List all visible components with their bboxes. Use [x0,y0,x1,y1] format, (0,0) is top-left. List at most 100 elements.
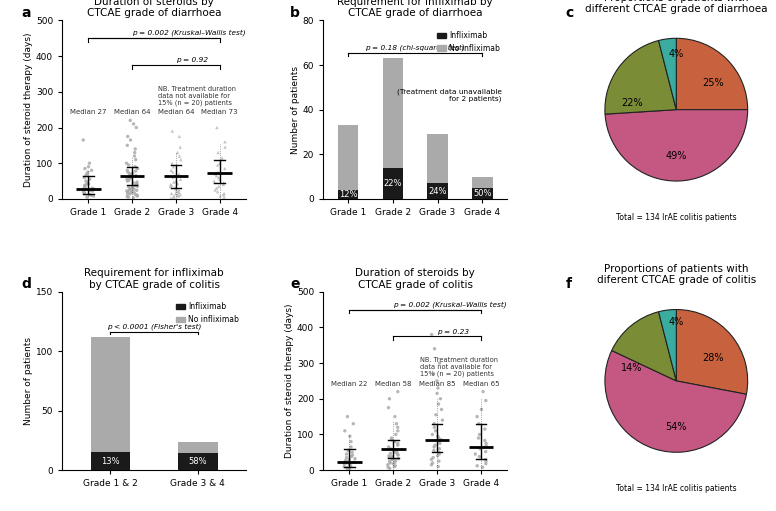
Point [77,185,89,193]
Point [430,411,442,419]
Point [346,451,359,459]
Point [127,179,140,187]
Point [85,186,97,194]
Point [433,450,445,458]
Text: c: c [566,6,574,20]
Bar [383,58,403,199]
Point [169,190,182,198]
Point [386,456,398,464]
Bar [338,125,358,199]
Text: Median 64: Median 64 [114,109,151,115]
Point [390,420,403,428]
Point [121,141,133,149]
Point [131,191,144,199]
Point [210,124,223,132]
Point [166,127,178,135]
Point [121,166,133,174]
Point [341,450,353,458]
Point [385,452,397,460]
Point [219,143,231,151]
Point [128,189,140,197]
Point [131,165,144,173]
Point [126,188,138,196]
Point [211,188,223,196]
Point [432,400,445,408]
Bar [473,188,493,199]
Point [338,462,351,471]
Point [471,462,483,470]
Point [130,167,142,175]
Point [431,452,444,460]
Point [383,457,396,466]
Point [81,168,94,176]
Point [433,457,445,466]
Bar [91,337,130,470]
Point [165,182,177,191]
Point [123,176,135,184]
Point [392,427,404,435]
Point [389,462,401,470]
Point [435,436,447,444]
Point [121,177,133,185]
Point [78,182,91,191]
Point [341,463,353,472]
Text: Median 85: Median 85 [419,381,456,387]
Point [212,148,224,156]
Text: Median 64: Median 64 [158,109,194,115]
Point [382,463,394,471]
Point [125,173,137,181]
Point [130,180,143,188]
Point [85,191,97,199]
Point [433,434,445,442]
Bar [178,453,217,470]
Point [384,459,397,467]
Point [474,445,487,453]
Text: 24%: 24% [428,187,447,196]
Text: 4%: 4% [669,49,684,59]
Point [347,420,359,428]
Text: NB. Treatment duration
data not available for
15% (n = 20) patients: NB. Treatment duration data not availabl… [158,85,237,106]
Point [165,194,177,202]
Point [345,437,357,446]
Point [392,451,404,459]
Point [341,457,353,466]
Point [479,436,491,445]
Text: p = 0.23: p = 0.23 [437,329,469,335]
Point [390,448,403,456]
Text: b: b [290,6,300,20]
Point [128,185,140,193]
Point [432,437,445,446]
Point [431,384,444,392]
Point [130,155,142,164]
Point [129,181,141,190]
Point [174,143,186,151]
Point [480,439,492,448]
Point [432,462,445,471]
Point [130,191,142,199]
Point [386,434,398,442]
Point [81,170,93,178]
Point [209,186,221,194]
Text: 22%: 22% [383,179,402,188]
Point [210,170,222,178]
Point [166,159,178,167]
Title: Requirement for infliximab by
CTCAE grade of diarrhoea: Requirement for infliximab by CTCAE grad… [338,0,493,18]
Point [343,465,355,473]
Text: p = 0.002 (Kruskal–Wallis test): p = 0.002 (Kruskal–Wallis test) [132,30,246,36]
Point [389,437,401,446]
Point [131,182,144,191]
Point [82,162,95,171]
Point [431,389,443,398]
Point [80,180,92,189]
Point [388,462,400,471]
Point [343,461,355,469]
Text: NB. Treatment duration
data not available for
15% (n = 20) patients: NB. Treatment duration data not availabl… [420,357,497,377]
Point [219,137,231,146]
Point [82,180,95,188]
Point [130,172,142,180]
Point [122,132,134,141]
Point [431,377,443,385]
Text: Total = 134 IrAE colitis patients: Total = 134 IrAE colitis patients [616,213,736,222]
Point [344,432,356,440]
Text: p = 0.002 (Kruskal–Wallis test): p = 0.002 (Kruskal–Wallis test) [393,301,507,308]
